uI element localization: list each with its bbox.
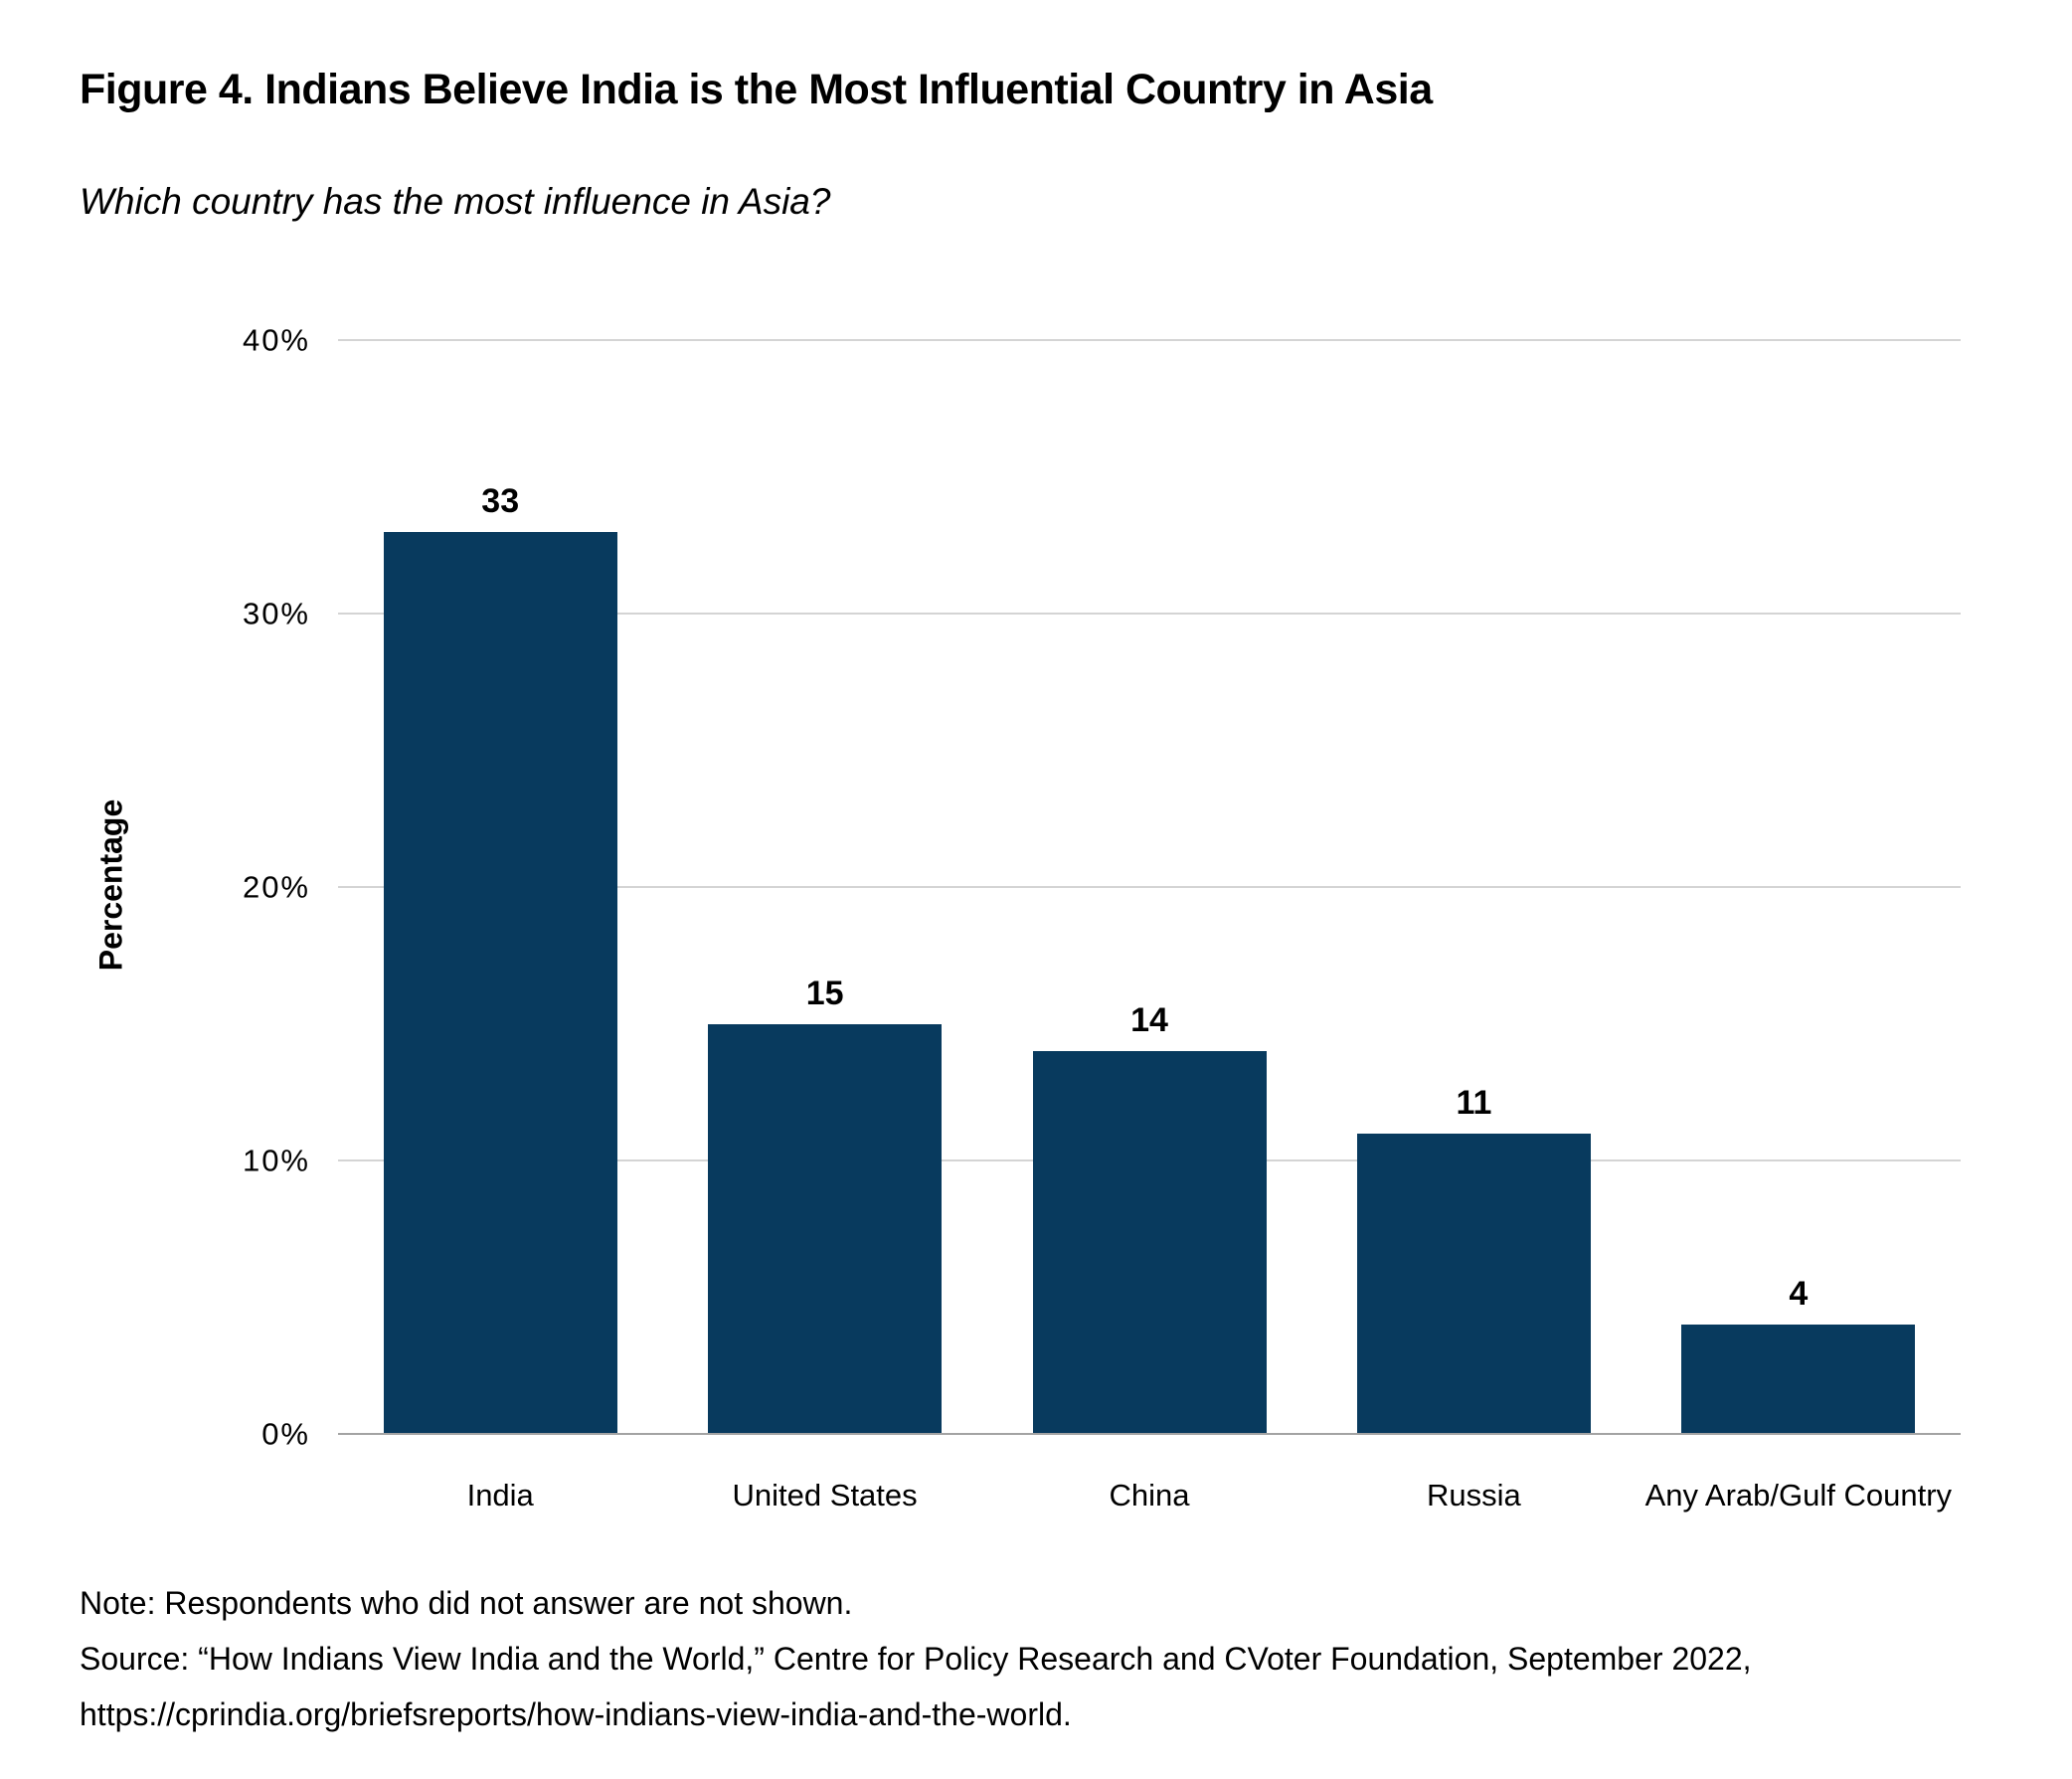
x-tick-label: India	[466, 1478, 534, 1512]
bar-value-label: 11	[1456, 1083, 1492, 1122]
bar-slot: 15	[662, 340, 986, 1434]
x-axis-line	[338, 1433, 1961, 1435]
bar-slot: 33	[338, 340, 662, 1434]
y-tick-label-10: 10%	[242, 1143, 310, 1178]
x-tick-label: China	[1109, 1478, 1190, 1512]
gridline-30	[338, 613, 1961, 615]
y-tick-label-20: 20%	[242, 869, 310, 905]
bar-slot: 4	[1637, 340, 1961, 1434]
plot-area: 33 15 14 11 4	[338, 339, 1961, 1435]
bar-value-label: 33	[481, 481, 520, 520]
bar-china	[1032, 1051, 1267, 1434]
figure-subtitle: Which country has the most influence in …	[80, 181, 831, 222]
x-tick-label: United States	[732, 1478, 918, 1512]
x-axis-labels: India United States China Russia Any Arab/Gu…	[338, 1478, 1961, 1513]
bar-slot: 11	[1311, 340, 1636, 1434]
note-line: Note: Respondents who did not answer are…	[80, 1585, 853, 1621]
bar-value-label: 14	[1130, 1001, 1168, 1039]
bar-united-states	[708, 1023, 943, 1434]
gridline-20	[338, 886, 1961, 888]
source-line: Source: “How Indians View India and the …	[80, 1641, 1752, 1677]
x-tick-label: Any Arab/Gulf Country	[1644, 1478, 1953, 1512]
bar-value-label: 4	[1789, 1275, 1809, 1313]
bar-india	[383, 531, 617, 1434]
bar-any-arab-gulf-country	[1681, 1325, 1916, 1434]
y-tick-label-0: 0%	[261, 1416, 310, 1452]
notes-block: Note: Respondents who did not answer are…	[80, 1575, 1998, 1742]
x-tick-label: Russia	[1427, 1478, 1521, 1512]
y-axis-ticks: 0% 10% 20% 30% 40%	[119, 325, 310, 1450]
bars-row: 33 15 14 11 4	[338, 340, 1961, 1434]
bar-value-label: 15	[805, 974, 844, 1012]
y-tick-label-30: 30%	[242, 596, 310, 631]
bar-slot: 14	[987, 340, 1311, 1434]
figure-title: Figure 4. Indians Believe India is the M…	[80, 66, 1433, 113]
y-tick-label-40: 40%	[242, 322, 310, 358]
source-url-line: https://cprindia.org/briefsreports/how-i…	[80, 1696, 1072, 1732]
bar-russia	[1356, 1133, 1591, 1434]
gridline-40	[338, 339, 1961, 341]
